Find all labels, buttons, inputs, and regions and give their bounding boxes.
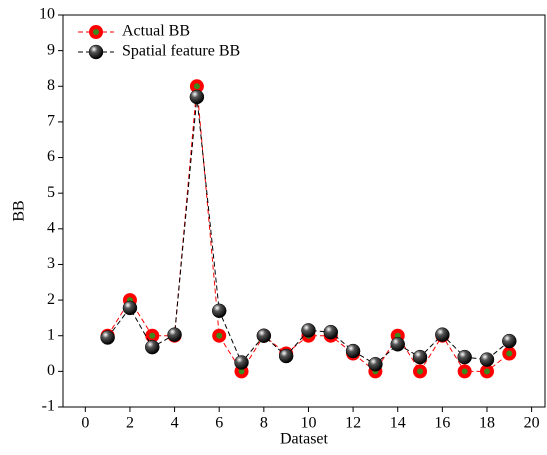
marker <box>234 355 249 370</box>
y-tick-label: 1 <box>47 326 55 343</box>
x-tick-label: 20 <box>524 415 540 432</box>
marker <box>502 333 517 349</box>
y-axis-label: BB <box>11 200 28 221</box>
marker <box>457 349 472 365</box>
x-tick-label: 0 <box>81 415 89 432</box>
marker <box>412 349 428 365</box>
x-tick-label: 10 <box>300 415 316 432</box>
marker-center <box>149 332 156 339</box>
marker-center <box>216 332 223 339</box>
marker <box>256 328 272 343</box>
marker-center <box>193 83 200 90</box>
marker <box>122 300 138 316</box>
marker <box>167 327 182 342</box>
marker-center <box>506 350 513 357</box>
legend-label: Actual BB <box>122 23 190 40</box>
marker-center <box>461 368 468 375</box>
marker <box>145 339 160 355</box>
y-tick-label: 2 <box>47 291 55 308</box>
x-tick-label: 2 <box>126 415 134 432</box>
x-tick-label: 14 <box>390 415 406 432</box>
y-tick-label: 10 <box>39 6 55 23</box>
marker <box>368 356 383 372</box>
plot-frame <box>62 14 546 408</box>
marker <box>100 330 115 345</box>
y-tick-label: 7 <box>47 113 55 130</box>
y-tick-label: 8 <box>47 77 55 94</box>
marker <box>435 327 450 342</box>
marker <box>211 303 227 319</box>
y-tick-label: 4 <box>47 219 55 236</box>
marker <box>278 348 294 364</box>
marker-center <box>93 29 99 35</box>
y-tick-label: 0 <box>47 362 55 379</box>
marker <box>345 343 361 359</box>
marker-center <box>483 368 490 375</box>
marker <box>390 337 405 352</box>
marker <box>479 352 495 367</box>
legend-label: Spatial feature BB <box>122 43 240 60</box>
marker <box>88 44 104 60</box>
x-tick-label: 8 <box>260 415 268 432</box>
y-tick-label: -1 <box>42 398 55 415</box>
x-tick-label: 4 <box>171 415 179 432</box>
x-tick-label: 6 <box>215 415 223 432</box>
x-tick-label: 18 <box>479 415 495 432</box>
x-axis-label: Dataset <box>280 431 329 448</box>
marker <box>189 89 205 105</box>
marker-center <box>417 368 424 375</box>
x-tick-label: 16 <box>434 415 450 432</box>
x-tick-label: 12 <box>345 415 361 432</box>
y-tick-label: 5 <box>47 184 55 201</box>
y-tick-label: 9 <box>47 41 55 58</box>
marker <box>323 324 339 340</box>
marker-center <box>238 368 245 375</box>
y-tick-label: 6 <box>47 148 55 165</box>
y-tick-label: 3 <box>47 255 55 272</box>
marker <box>301 323 316 338</box>
